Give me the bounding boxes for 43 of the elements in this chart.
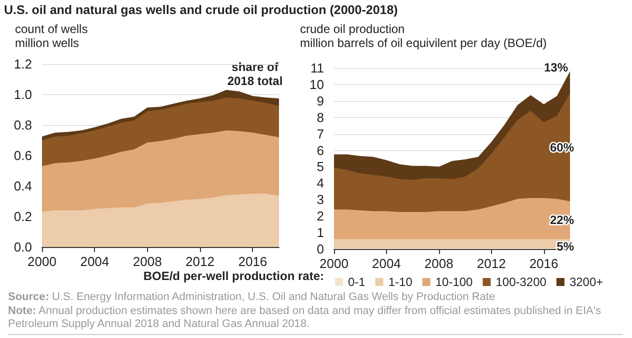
y-tick-label: 3 [316, 192, 324, 208]
legend-label: 0-1 [348, 275, 366, 289]
y-tick-label: 0.8 [14, 118, 32, 132]
y-tick-label: 4 [316, 176, 324, 191]
y-tick-label: 0 [316, 242, 324, 256]
source-note: Source: U.S. Energy Information Administration, U.S. Oil and Natural Gas Wells by Production Rate [8, 291, 496, 304]
x-tick-label: 2012 [476, 256, 506, 271]
y-axis-title: million wells [15, 36, 80, 50]
y-tick-label: 1.0 [14, 87, 32, 102]
y-tick-label: 6 [316, 142, 324, 158]
legend-label: 100-3200 [496, 275, 547, 289]
x-tick-label: 2016 [529, 256, 558, 271]
chart-title: U.S. oil and natural gas wells and crude oil production (2000-2018) [4, 3, 398, 17]
text: Note: Annual production estimates shown here are based on data and may differ from official estimates published in EIA's Petroleum Supply Annual 2018 and Natural Gas Annual 2018. [8, 304, 602, 332]
legend-label: 1-10 [388, 275, 413, 289]
chart-subtitle: crude oil production [300, 22, 405, 36]
legend-label: 10-100 [435, 275, 474, 289]
legend-label: 3200+ [569, 275, 604, 289]
x-tick-label: 2012 [186, 254, 214, 269]
chart-subtitle: count of wells [15, 22, 88, 36]
y-tick-label: 0.4 [14, 178, 32, 194]
x-tick-label: 2004 [80, 254, 110, 269]
y-tick-label: 1.2 [14, 56, 32, 72]
x-tick-label: 2016 [238, 254, 268, 269]
y-tick-label: 8 [316, 110, 324, 125]
y-tick-label: 11 [310, 60, 324, 76]
y-tick-label: 1 [316, 225, 324, 240]
y-tick-label: 2 [316, 208, 324, 224]
legend-title: BOE/d per-well production rate: [143, 269, 324, 283]
x-tick-label: 2000 [320, 256, 348, 271]
x-tick-label: 2008 [424, 256, 454, 271]
y-tick-label: 0.2 [14, 209, 32, 224]
y-tick-label: 0.6 [14, 148, 32, 163]
y-tick-label: 7 [316, 126, 324, 142]
y-tick-label: 0.0 [14, 240, 32, 254]
x-tick-label: 2004 [372, 256, 401, 271]
y-tick-label: 9 [316, 93, 324, 108]
y-tick-label: 5 [316, 159, 324, 174]
y-axis-title: million barrels of oil equivilent per day (BOE/d) [300, 36, 547, 50]
y-tick-label: 10 [310, 76, 324, 92]
x-tick-label: 2008 [132, 254, 162, 269]
annotation: 13% [544, 60, 568, 74]
x-tick-label: 2000 [28, 254, 56, 269]
